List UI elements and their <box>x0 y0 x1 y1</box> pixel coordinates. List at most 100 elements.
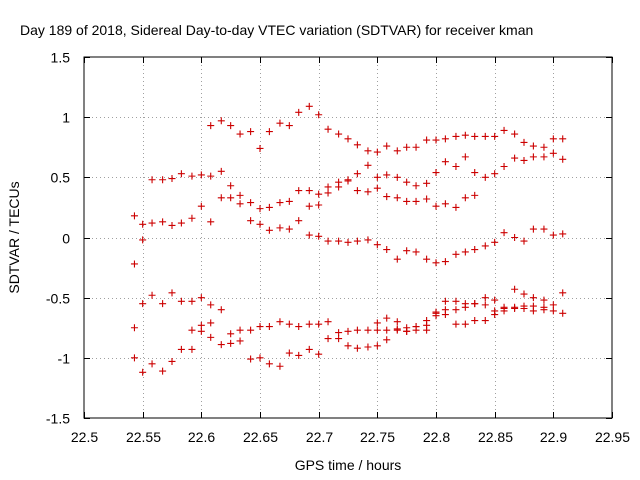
data-point <box>412 143 420 151</box>
data-point <box>236 337 244 345</box>
data-point <box>511 234 519 241</box>
data-point <box>276 199 284 207</box>
data-point <box>247 217 255 225</box>
x-tick-label: 22.95 <box>595 429 630 445</box>
data-point <box>364 236 372 244</box>
data-point <box>265 226 273 234</box>
data-point <box>227 194 235 202</box>
x-tick-label: 22.55 <box>126 429 161 445</box>
data-point <box>423 136 431 144</box>
data-points <box>130 102 567 376</box>
data-point <box>423 326 431 334</box>
data-point <box>256 354 264 362</box>
data-point <box>335 335 343 343</box>
data-point <box>256 323 264 331</box>
data-point <box>441 200 449 208</box>
data-point <box>168 289 176 297</box>
data-point <box>520 138 528 146</box>
data-point <box>315 232 323 240</box>
data-point <box>276 362 284 370</box>
data-point <box>227 122 235 130</box>
data-point <box>559 155 567 163</box>
data-point <box>432 309 440 317</box>
data-point <box>188 172 196 180</box>
data-point <box>529 294 537 302</box>
data-point <box>217 306 225 314</box>
data-point <box>285 122 293 130</box>
data-point <box>305 187 313 195</box>
data-point <box>511 303 519 311</box>
data-point <box>491 307 499 315</box>
data-point <box>247 355 255 363</box>
data-point <box>412 248 420 256</box>
data-point <box>412 326 420 334</box>
data-point <box>383 336 391 344</box>
data-point <box>373 148 381 156</box>
data-point <box>344 135 352 143</box>
data-point <box>324 125 332 133</box>
data-point <box>236 326 244 334</box>
data-point <box>295 323 303 331</box>
data-point <box>197 202 205 210</box>
data-point <box>168 357 176 365</box>
data-point <box>540 296 548 304</box>
data-point <box>393 326 401 334</box>
data-point <box>471 300 479 308</box>
data-point <box>247 128 255 136</box>
data-point <box>500 229 508 237</box>
data-point <box>353 170 361 178</box>
data-point <box>177 297 185 305</box>
series-upper-mid <box>148 149 567 213</box>
data-point <box>520 290 528 298</box>
data-point <box>432 136 440 144</box>
data-point <box>500 126 508 134</box>
data-point <box>364 326 372 334</box>
data-point <box>217 117 225 125</box>
data-point <box>335 237 343 245</box>
data-point <box>305 202 313 210</box>
data-point <box>383 246 391 254</box>
data-point <box>276 224 284 232</box>
data-point <box>383 142 391 150</box>
data-point <box>236 191 244 199</box>
data-point <box>265 203 273 211</box>
data-point <box>148 176 156 184</box>
data-point <box>393 173 401 181</box>
data-point <box>247 326 255 334</box>
data-point <box>276 119 284 127</box>
data-point <box>481 242 489 250</box>
data-point <box>441 158 449 166</box>
data-point <box>130 324 138 332</box>
data-point <box>217 167 225 175</box>
data-point <box>393 255 401 263</box>
data-point <box>227 182 235 190</box>
data-point <box>285 349 293 357</box>
data-point <box>432 202 440 210</box>
data-point <box>295 187 303 195</box>
data-point <box>217 341 225 349</box>
data-point <box>452 320 460 328</box>
data-point <box>315 190 323 198</box>
data-point <box>540 153 548 161</box>
data-point <box>207 218 215 226</box>
data-point <box>148 219 156 227</box>
plot-frame <box>83 56 613 419</box>
data-point <box>315 320 323 328</box>
data-point <box>207 301 215 309</box>
data-point <box>403 327 411 335</box>
data-point <box>452 132 460 140</box>
data-point <box>148 360 156 368</box>
data-point <box>305 231 313 239</box>
data-point <box>412 182 420 190</box>
data-point <box>295 108 303 116</box>
data-point <box>511 154 519 162</box>
data-point <box>461 303 469 311</box>
data-point <box>335 183 343 191</box>
x-tick-label: 22.5 <box>71 429 98 445</box>
data-point <box>529 142 537 150</box>
data-point <box>373 184 381 192</box>
data-point <box>148 291 156 299</box>
data-point <box>471 246 479 254</box>
data-point <box>549 301 557 309</box>
data-point <box>364 343 372 351</box>
